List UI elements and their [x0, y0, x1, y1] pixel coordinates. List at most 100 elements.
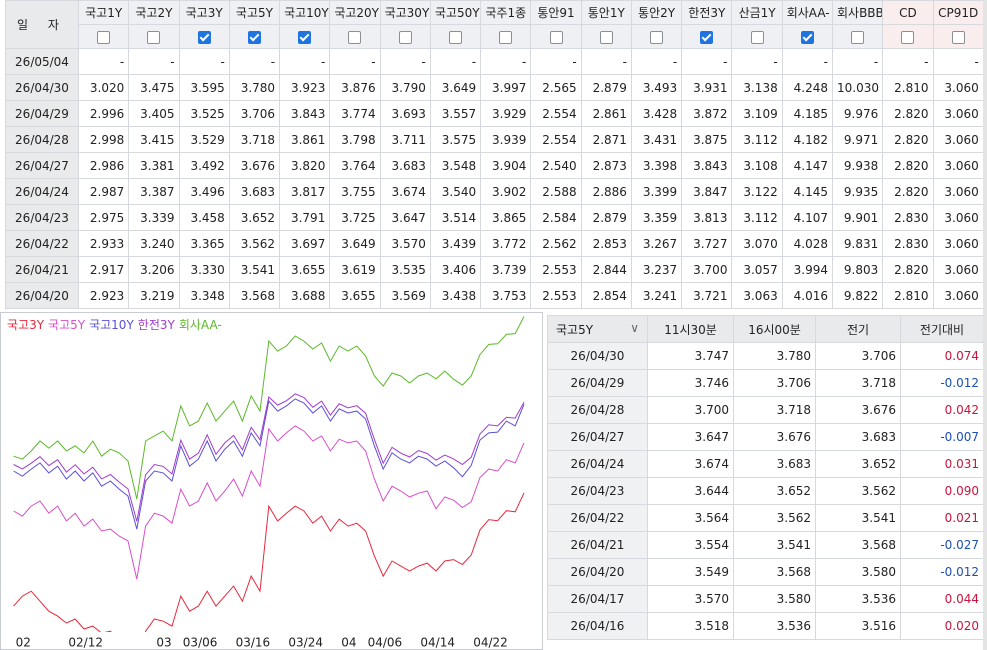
date-cell: 26/05/04 [5, 48, 79, 75]
value-cell: 3.475 [128, 74, 180, 101]
value-cell: 2.975 [77, 204, 130, 231]
value-cell: 2.879 [580, 204, 632, 231]
value-cell: 0.044 [900, 585, 984, 613]
checkbox-cell [882, 24, 934, 49]
checkbox[interactable] [97, 30, 111, 44]
checkbox[interactable] [549, 30, 563, 44]
checkbox[interactable] [147, 30, 161, 44]
value-cell: 2.562 [530, 230, 582, 257]
value-cell: 3.843 [681, 152, 733, 179]
value-cell: 3.428 [630, 100, 683, 127]
value-cell: 3.790 [379, 74, 431, 101]
date-header: 일 자 [5, 0, 79, 49]
value-cell: 3.569 [379, 282, 431, 309]
value-cell: 3.655 [329, 282, 381, 309]
column-header: 국고50Y [429, 0, 482, 25]
column-header: 산금1Y [731, 0, 783, 25]
value-cell: 3.847 [681, 178, 733, 205]
checkbox[interactable] [851, 30, 865, 44]
date-cell: 26/04/17 [547, 585, 648, 613]
checkbox[interactable] [800, 30, 814, 44]
value-cell: 3.575 [429, 126, 482, 153]
column-header: CD [882, 0, 934, 25]
checkbox-cell [681, 24, 733, 49]
value-cell: 2.879 [580, 74, 632, 101]
scrollbar[interactable] [983, 0, 987, 650]
column-header: 회사AA- [781, 0, 833, 25]
date-cell: 26/04/24 [5, 178, 79, 205]
series-line [13, 425, 525, 580]
value-cell: 3.813 [681, 204, 733, 231]
row: 26/04/20 3.549 3.568 3.580 -0.012 [547, 558, 984, 586]
value-cell: 2.820 [882, 152, 934, 179]
value-cell: 3.568 [733, 558, 816, 586]
checkbox[interactable] [348, 30, 362, 44]
checkbox[interactable] [499, 30, 513, 44]
value-cell: 3.772 [480, 230, 532, 257]
checkbox[interactable] [197, 30, 211, 44]
checkbox[interactable] [398, 30, 412, 44]
series-line [13, 316, 525, 500]
value-cell: 3.541 [815, 504, 901, 532]
value-cell: 3.525 [178, 100, 230, 127]
series-selector[interactable]: 국고5Y ∨ [552, 321, 643, 338]
value-cell: 3.535 [379, 256, 431, 283]
checkbox[interactable] [247, 30, 261, 44]
x-tick-label: 03/16 [236, 636, 271, 650]
value-cell: 3.652 [733, 477, 816, 505]
series-line [13, 492, 525, 632]
value-cell: 3.399 [630, 178, 683, 205]
value-cell: 0.074 [900, 342, 984, 370]
line-chart: 02 02/12 03 03/06 03/16 03/24 04 04/06 04/14 04/2… [0, 312, 543, 650]
checkbox[interactable] [298, 30, 312, 44]
value-cell: 2.933 [77, 230, 130, 257]
value-cell: - [128, 48, 180, 75]
value-cell: 9.901 [831, 204, 884, 231]
series-line [13, 398, 525, 530]
checkbox[interactable] [650, 30, 664, 44]
value-cell: 3.060 [932, 282, 984, 309]
value-cell: 3.060 [932, 100, 984, 127]
value-cell: 3.568 [228, 282, 281, 309]
row: 26/04/21 2.917 3.206 3.330 3.541 3.655 3.619 3.… [5, 256, 984, 283]
row: 26/04/21 3.554 3.541 3.568 -0.027 [547, 531, 984, 559]
value-cell: 3.688 [279, 282, 331, 309]
checkbox-cell [480, 24, 532, 49]
date-cell: 26/04/24 [547, 450, 648, 478]
value-cell: 3.739 [480, 256, 532, 283]
column-header: 국고10Y [279, 0, 331, 25]
value-cell: 2.820 [882, 178, 934, 205]
checkbox[interactable] [448, 30, 462, 44]
x-tick-label: 03 [156, 636, 171, 650]
value-cell: - [580, 48, 632, 75]
checkbox-cell [329, 24, 381, 49]
checkbox[interactable] [750, 30, 764, 44]
checkbox[interactable] [901, 30, 915, 44]
date-cell: 26/04/21 [5, 256, 79, 283]
value-cell: 3.725 [329, 204, 381, 231]
row: 26/04/16 3.518 3.536 3.516 0.020 [547, 612, 984, 640]
value-cell: - [932, 48, 984, 75]
checkbox[interactable] [599, 30, 613, 44]
value-cell: 3.683 [815, 423, 901, 451]
value-cell: 3.676 [733, 423, 816, 451]
checkbox-cell [530, 24, 582, 49]
selector-label: 국고5Y [556, 322, 594, 337]
value-cell: 3.562 [228, 230, 281, 257]
row: 26/04/17 3.570 3.580 3.536 0.044 [547, 585, 984, 613]
column-header: 국주1종 [480, 0, 532, 25]
value-cell: 3.540 [429, 178, 482, 205]
column-header: 국고30Y [379, 0, 431, 25]
value-cell: 3.570 [379, 230, 431, 257]
value-cell: 3.706 [733, 369, 816, 397]
checkbox[interactable] [700, 30, 714, 44]
checkbox[interactable] [951, 30, 965, 44]
value-cell: - [77, 48, 130, 75]
row: 26/04/24 3.674 3.683 3.652 0.031 [547, 450, 984, 478]
checkbox-cell [379, 24, 431, 49]
value-cell: 3.721 [681, 282, 733, 309]
value-cell: 3.438 [429, 282, 482, 309]
value-cell: 3.112 [731, 204, 783, 231]
legend-entry: 회사AA- [179, 318, 222, 332]
value-cell: 2.923 [77, 282, 130, 309]
